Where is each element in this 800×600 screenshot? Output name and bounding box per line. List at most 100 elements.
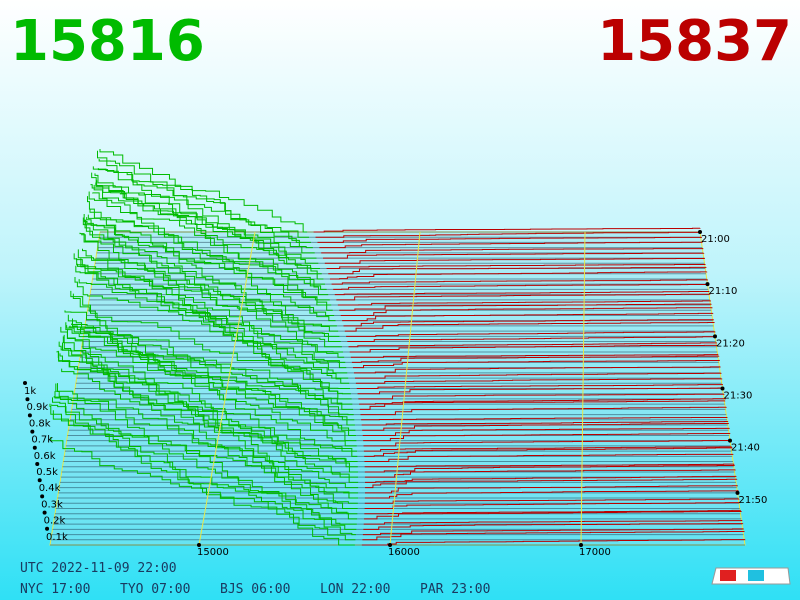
tick-mark bbox=[30, 429, 35, 434]
bid-line bbox=[57, 383, 358, 499]
ask-line bbox=[342, 312, 714, 322]
ask-line bbox=[363, 446, 732, 452]
tick-mark bbox=[713, 334, 717, 339]
bid-line bbox=[97, 150, 313, 249]
z-tick-label: 1k bbox=[24, 386, 36, 397]
ask-line bbox=[364, 464, 735, 473]
ask-line bbox=[364, 469, 736, 478]
z-tick-label: 0.2k bbox=[44, 516, 66, 527]
grid-line bbox=[580, 231, 586, 546]
bid-line bbox=[49, 403, 355, 546]
tick-mark bbox=[23, 381, 27, 385]
ask-line bbox=[337, 300, 711, 306]
ask-line bbox=[361, 539, 746, 546]
bid-line bbox=[89, 209, 329, 296]
bid-price: 15816 bbox=[10, 9, 205, 74]
grid-line bbox=[198, 231, 256, 546]
bid-line bbox=[68, 326, 355, 426]
bid-line bbox=[87, 214, 332, 306]
bid-line bbox=[61, 368, 358, 473]
bid-line bbox=[81, 234, 342, 348]
bid-line bbox=[65, 322, 357, 447]
bid-line bbox=[53, 396, 358, 520]
ask-line bbox=[319, 241, 703, 249]
ask-line bbox=[334, 290, 710, 296]
bid-line bbox=[56, 351, 358, 504]
bid-line bbox=[87, 196, 333, 311]
bid-line bbox=[88, 191, 330, 301]
time-zone: LON 22:00 bbox=[320, 582, 390, 597]
bid-line bbox=[63, 334, 358, 457]
time-tick-label: 21:50 bbox=[739, 495, 768, 506]
x-tick-label: 17000 bbox=[579, 547, 611, 558]
ask-line bbox=[362, 528, 744, 536]
tick-mark bbox=[32, 445, 37, 450]
bid-line bbox=[85, 219, 336, 322]
ask-line bbox=[340, 307, 713, 316]
z-tick-label: 0.3k bbox=[41, 499, 63, 510]
bid-line bbox=[67, 329, 356, 436]
ask-line bbox=[362, 423, 729, 431]
tick-mark bbox=[698, 230, 702, 234]
bid-line bbox=[58, 341, 359, 489]
bid-line bbox=[51, 404, 356, 536]
bid-line bbox=[94, 173, 319, 264]
time-tick-label: 21:40 bbox=[731, 443, 760, 454]
ask-line bbox=[339, 303, 712, 311]
ask-line bbox=[359, 398, 726, 410]
ask-line bbox=[347, 336, 717, 343]
bid-line bbox=[72, 318, 353, 405]
ask-line bbox=[323, 252, 705, 259]
ask-line bbox=[315, 231, 702, 238]
ask-line bbox=[328, 266, 707, 275]
ask-line bbox=[364, 475, 737, 483]
tick-mark bbox=[197, 543, 201, 547]
ask-line bbox=[355, 378, 723, 384]
bid-line bbox=[52, 410, 357, 525]
ask-line bbox=[331, 279, 708, 285]
ask-line bbox=[365, 478, 738, 489]
bid-line bbox=[60, 326, 359, 478]
ask-line bbox=[364, 453, 734, 463]
z-tick-label: 0.6k bbox=[34, 451, 56, 462]
ask-line bbox=[362, 531, 745, 541]
ask-line bbox=[313, 227, 701, 233]
time-tick-label: 21:20 bbox=[716, 338, 745, 349]
ask-line bbox=[344, 322, 715, 332]
ask-line bbox=[364, 509, 741, 515]
tick-mark bbox=[27, 413, 32, 418]
tick-mark bbox=[42, 510, 47, 515]
x-tick-label: 15000 bbox=[197, 547, 229, 558]
bid-line bbox=[76, 258, 349, 379]
ask-line bbox=[356, 384, 723, 389]
time-tick-label: 21:30 bbox=[724, 391, 753, 402]
ask-line bbox=[363, 519, 743, 525]
ask-line bbox=[326, 264, 706, 270]
x-tick-label: 16000 bbox=[388, 547, 420, 558]
bid-line bbox=[97, 168, 311, 243]
ask-line bbox=[364, 502, 741, 509]
depth-lines bbox=[49, 148, 746, 546]
bid-line bbox=[82, 248, 341, 343]
tick-mark bbox=[25, 397, 30, 402]
ask-line bbox=[343, 319, 714, 327]
ask-line bbox=[364, 510, 742, 520]
ask-line bbox=[360, 406, 727, 416]
ask-line bbox=[317, 236, 702, 243]
ask-line bbox=[354, 372, 722, 379]
tick-mark bbox=[37, 478, 42, 483]
ask-line bbox=[346, 331, 716, 337]
ask-line bbox=[324, 257, 705, 264]
ask-line bbox=[321, 248, 704, 254]
ask-line bbox=[358, 393, 725, 400]
time-zone: TYO 07:00 bbox=[120, 582, 190, 597]
tick-mark bbox=[388, 543, 392, 547]
ask-line bbox=[364, 490, 739, 499]
tick-mark bbox=[720, 386, 725, 391]
ask-line bbox=[333, 284, 709, 290]
bid-line bbox=[64, 310, 358, 452]
z-tick-label: 0.5k bbox=[36, 467, 58, 478]
z-tick-label: 0.8k bbox=[29, 418, 51, 429]
bid-line bbox=[75, 265, 350, 384]
